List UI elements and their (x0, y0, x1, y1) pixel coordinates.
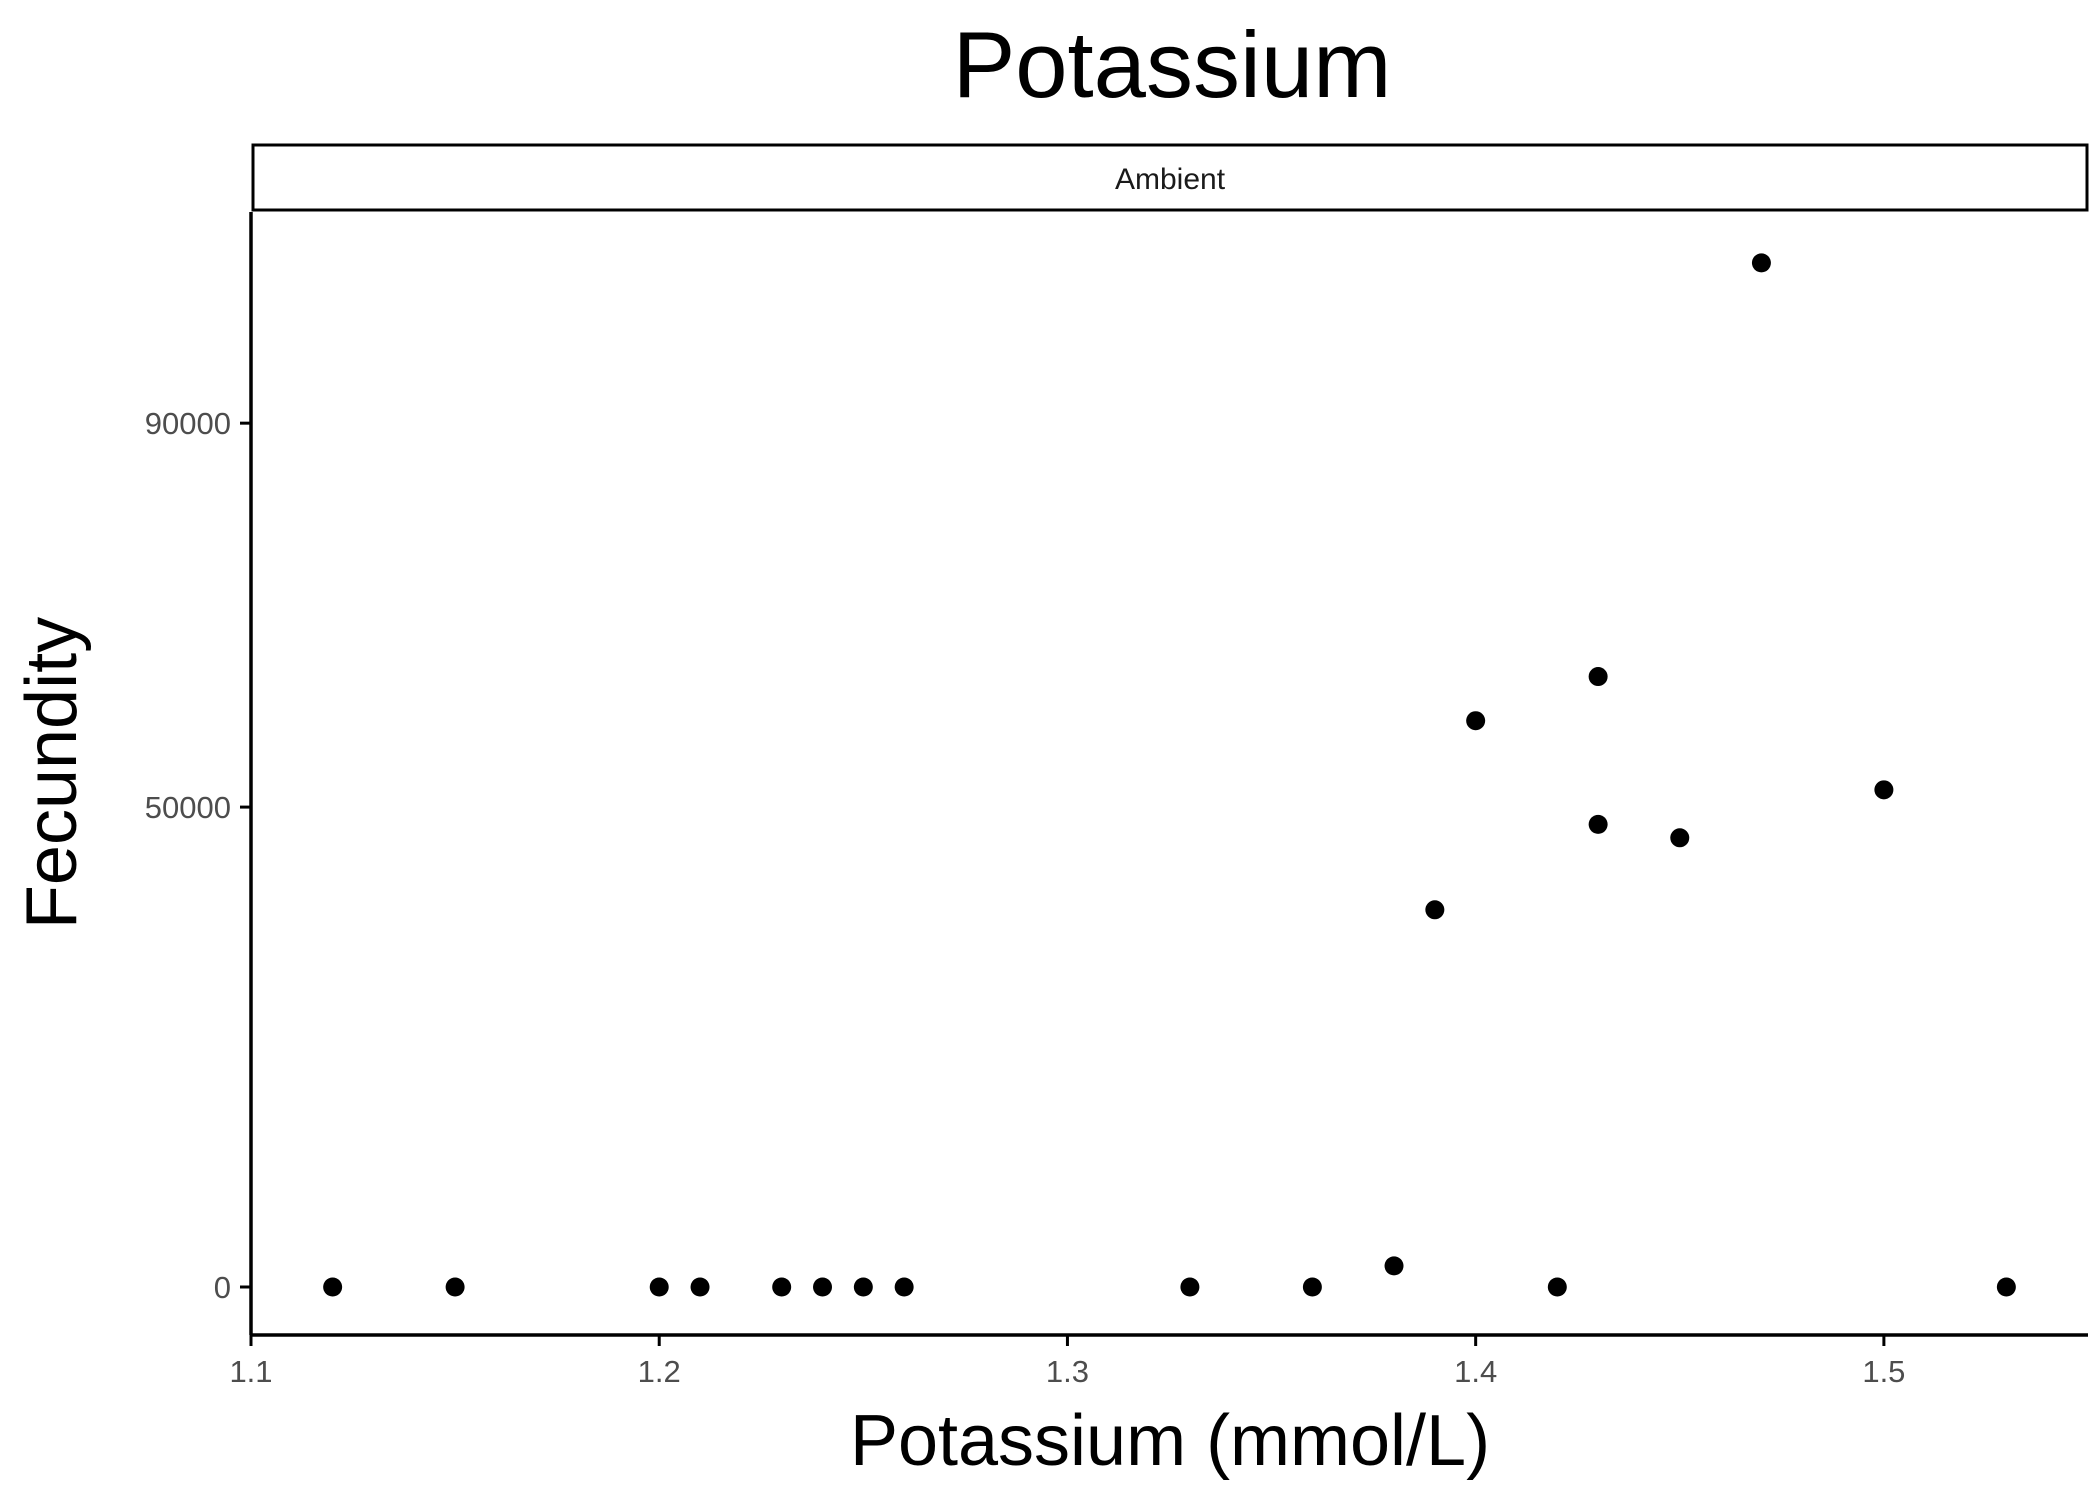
plot-panel (323, 253, 2016, 1297)
data-point-13 (1466, 711, 1486, 731)
x-tick-label: 1.2 (638, 1354, 681, 1389)
data-point-20 (1996, 1277, 2016, 1297)
data-point-17 (1670, 828, 1690, 848)
data-point-7 (853, 1277, 873, 1297)
x-tick-label: 1.1 (229, 1354, 272, 1389)
data-point-16 (1588, 814, 1608, 834)
data-point-18 (1751, 253, 1771, 273)
data-point-1 (323, 1277, 343, 1297)
data-point-12 (1425, 900, 1445, 920)
x-tick-label: 1.4 (1454, 1354, 1497, 1389)
x-axis-ticks: 1.1 1.2 1.3 1.4 1.5 (229, 1335, 1905, 1389)
data-point-11 (1384, 1256, 1404, 1276)
y-tick-label: 50000 (145, 790, 231, 825)
data-point-6 (813, 1277, 833, 1297)
data-point-2 (445, 1277, 465, 1297)
data-point-14 (1547, 1277, 1567, 1297)
data-point-4 (690, 1277, 710, 1297)
facet-strip-label: Ambient (1115, 163, 1226, 196)
data-point-3 (649, 1277, 669, 1297)
data-point-8 (894, 1277, 914, 1297)
y-tick-label: 90000 (145, 406, 231, 441)
data-point-9 (1180, 1277, 1200, 1297)
y-tick-label: 0 (214, 1270, 231, 1305)
data-point-5 (772, 1277, 792, 1297)
facet-strip (251, 143, 2089, 212)
chart-title: Potassium (953, 12, 1392, 117)
x-tick-label: 1.3 (1046, 1354, 1089, 1389)
y-axis-title: Fecundity (12, 617, 92, 929)
x-axis-title: Potassium (mmol/L) (850, 1401, 1490, 1481)
data-point-15 (1588, 667, 1608, 687)
data-point-19 (1874, 780, 1894, 800)
data-point-10 (1302, 1277, 1322, 1297)
x-tick-label: 1.5 (1862, 1354, 1905, 1389)
y-axis-ticks: 0 50000 90000 (145, 406, 251, 1305)
